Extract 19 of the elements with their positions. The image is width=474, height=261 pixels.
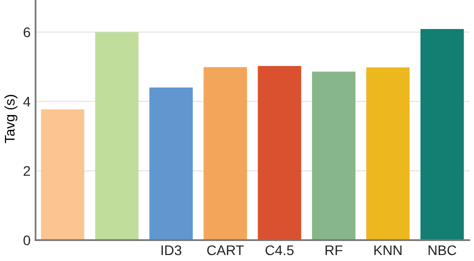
- y-tick-label: 4: [23, 96, 30, 106]
- bar: [366, 67, 410, 240]
- x-tick-label: KNN: [374, 245, 402, 256]
- x-tick-label: ID3: [162, 245, 182, 256]
- x-tick-label: C4.5: [266, 245, 294, 256]
- bar: [95, 32, 139, 240]
- y-axis-title: Tavg (s): [4, 94, 18, 144]
- bar: [40, 109, 84, 240]
- x-tick-label: CART: [207, 245, 244, 256]
- bar: [420, 28, 464, 240]
- bar: [258, 66, 302, 240]
- bar: [149, 88, 193, 240]
- y-tick-label: 6: [24, 27, 30, 38]
- bar: [204, 67, 247, 240]
- y-tick-label: 0: [24, 235, 30, 246]
- bar: [312, 72, 356, 240]
- y-tick-label: 2: [24, 166, 30, 176]
- x-tick-label: RF: [326, 245, 342, 256]
- x-tick-label: NBC: [428, 245, 456, 256]
